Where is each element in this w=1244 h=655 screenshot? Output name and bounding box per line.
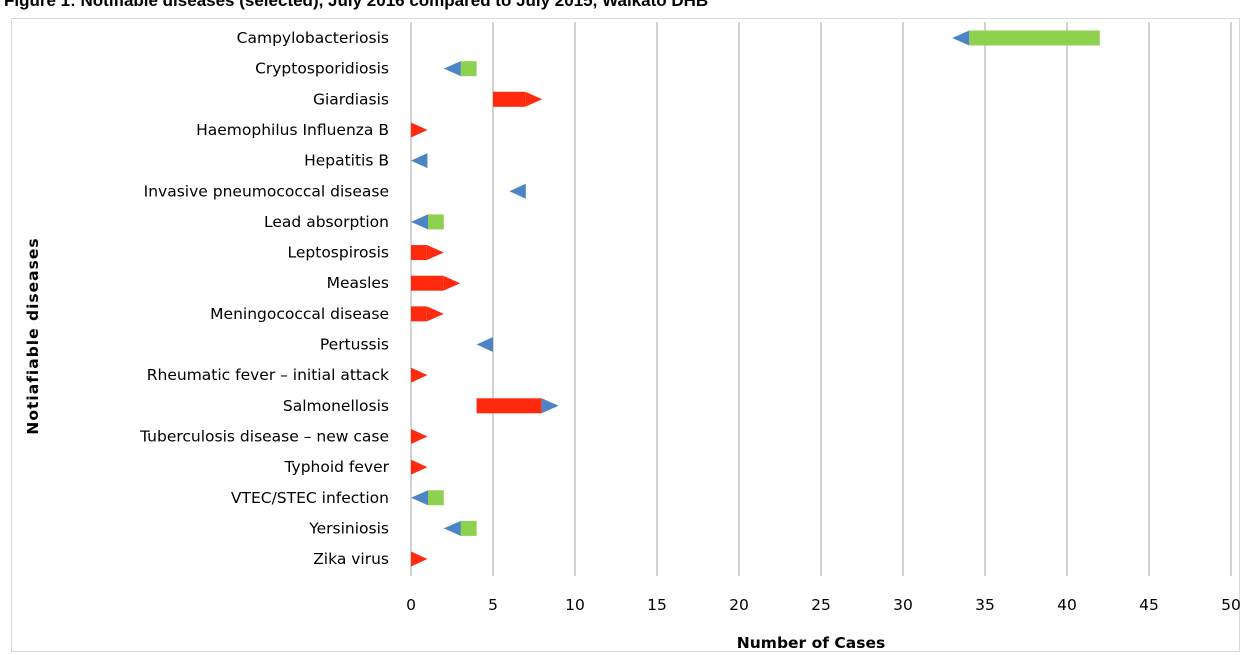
arrow-head [443, 61, 461, 77]
arrow-head [411, 367, 428, 383]
category-label: Leptospirosis [288, 244, 390, 262]
x-tick-label: 45 [1139, 596, 1159, 614]
arrow-body [460, 61, 477, 77]
arrow-body [428, 490, 444, 506]
arrow-mark [411, 490, 444, 506]
category-label: Zika virus [313, 550, 389, 568]
arrow-head [952, 30, 970, 46]
category-label: Meningococcal disease [210, 305, 389, 323]
chart-frame [11, 18, 1240, 652]
category-label: Tuberculosis disease – new case [139, 427, 389, 445]
category-label: Typhoid fever [283, 458, 389, 476]
arrow-head [476, 337, 493, 352]
category-label: Cryptosporidiosis [255, 60, 389, 78]
x-tick-label: 35 [975, 596, 995, 614]
gridlines [492, 22, 1232, 576]
arrow-mark [509, 183, 526, 199]
x-tick-label: 10 [565, 596, 585, 614]
x-tick-label: 15 [647, 596, 667, 614]
arrow-head [443, 275, 461, 291]
arrow-head [525, 91, 543, 107]
category-label: VTEC/STEC infection [231, 489, 389, 507]
arrow-mark [411, 551, 428, 567]
category-label: Invasive pneumococcal disease [144, 182, 389, 200]
arrow-head [443, 520, 461, 536]
x-tick-label: 5 [488, 596, 498, 614]
arrow-head [411, 214, 428, 230]
arrow-mark [443, 61, 477, 77]
arrow-mark [411, 122, 428, 138]
x-tick-label: 25 [811, 596, 831, 614]
arrow-mark [411, 367, 428, 383]
x-tick-label: 20 [729, 596, 749, 614]
arrow-mark [411, 245, 444, 261]
y-axis-title: Notiafiable diseases [24, 237, 42, 434]
arrow-body [411, 245, 427, 261]
arrow-body [428, 214, 444, 230]
arrow-head [426, 306, 444, 322]
category-label: Yersiniosis [308, 519, 389, 537]
arrow-mark [493, 91, 543, 107]
arrow-head [411, 122, 428, 138]
x-tick-label: 40 [1057, 596, 1077, 614]
category-label: Campylobacteriosis [237, 29, 389, 47]
x-tick-label: 0 [406, 596, 416, 614]
category-label: Rheumatic fever – initial attack [147, 366, 389, 384]
arrow-mark [411, 153, 428, 169]
data-marks [411, 30, 1100, 567]
arrow-head [411, 153, 428, 169]
x-tick-label: 50 [1221, 596, 1241, 614]
arrow-body [476, 398, 542, 414]
arrow-mark [411, 214, 444, 230]
arrow-body [460, 520, 477, 536]
category-labels: Campylobacteriosis Cryptosporidiosis Giard… [139, 29, 390, 568]
arrow-head [426, 245, 444, 261]
category-label: Haemophilus Influenza B [196, 121, 389, 139]
arrow-head [411, 551, 428, 567]
category-label: Hepatitis B [304, 152, 389, 170]
arrow-mark [411, 275, 461, 291]
arrow-head [411, 490, 428, 506]
arrow-head [509, 183, 526, 199]
arrow-body [969, 30, 1100, 46]
category-label: Pertussis [320, 336, 389, 354]
arrow-head [411, 428, 428, 444]
arrow-mark [443, 520, 477, 536]
arrow-mark [411, 306, 444, 322]
category-label: Lead absorption [264, 213, 389, 231]
x-tick-labels: 0 5 10 15 20 25 30 35 40 45 50 [406, 596, 1241, 614]
x-tick-label: 30 [893, 596, 913, 614]
category-label: Measles [327, 274, 389, 292]
arrow-mark [411, 428, 428, 444]
arrow-head [411, 459, 428, 475]
arrow-mark [476, 337, 493, 352]
arrow-mark [476, 398, 559, 414]
category-label: Salmonellosis [283, 397, 389, 415]
x-axis-title: Number of Cases [737, 634, 885, 652]
category-label: Giardiasis [313, 90, 389, 108]
arrow-mark [952, 30, 1100, 46]
arrow-body [411, 306, 427, 322]
arrow-mark [411, 459, 428, 475]
arrow-body [411, 275, 444, 291]
arrow-head [541, 398, 559, 414]
chart-title: Figure 1: Notifiable diseases (selected)… [4, 0, 709, 10]
arrow-body [493, 91, 526, 107]
